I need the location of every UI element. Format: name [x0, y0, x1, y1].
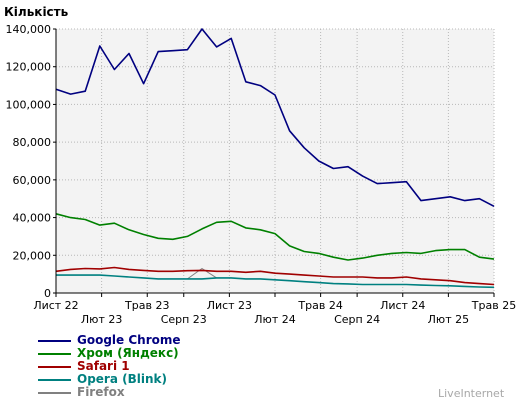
legend: Google Chrome Хром (Яндекс) Safari 1 Opera …: [38, 334, 181, 399]
legend-item: Google Chrome: [38, 334, 181, 347]
y-tick-label: 60,000: [13, 174, 52, 187]
series-line-google-chrome: [55, 28, 495, 208]
y-tick-label: 120,000: [6, 61, 52, 74]
grid: [55, 28, 495, 293]
legend-label: Safari 1: [77, 359, 130, 373]
y-tick-label: 100,000: [6, 98, 52, 111]
y-tick-label: 80,000: [13, 136, 52, 149]
x-tick-label: Лист 22: [33, 299, 78, 312]
legend-swatch: [38, 378, 71, 381]
legend-label: Хром (Яндекс): [77, 346, 179, 360]
brand-label: LiveInternet: [438, 387, 505, 400]
legend-item: Хром (Яндекс): [38, 347, 181, 360]
x-tick-label: Лют 24: [254, 313, 295, 326]
x-tick-label: Лист 23: [207, 299, 252, 312]
legend-label: Opera (Blink): [77, 372, 167, 386]
legend-swatch: [38, 391, 71, 394]
legend-item: Safari 1: [38, 360, 181, 373]
legend-label: Google Chrome: [77, 333, 181, 347]
y-axis-title: Кількість: [4, 5, 69, 19]
legend-label: Firefox: [77, 385, 125, 399]
x-tick-label: Лют 25: [428, 313, 469, 326]
legend-item: Opera (Blink): [38, 373, 181, 386]
legend-item: Firefox: [38, 386, 181, 399]
x-tick-label: Серп 24: [334, 313, 380, 326]
x-tick-label: Серп 23: [161, 313, 207, 326]
x-tick-label: Трав 23: [124, 299, 169, 312]
series-line-firefox: [187, 268, 217, 280]
x-tick-label: Трав 24: [297, 299, 342, 312]
x-tick-label: Лют 23: [81, 313, 122, 326]
legend-swatch: [38, 339, 71, 342]
y-tick-label: 40,000: [13, 212, 52, 225]
y-tick-label: 20,000: [13, 249, 52, 262]
legend-swatch: [38, 365, 71, 368]
legend-swatch: [38, 352, 71, 355]
y-tick-label: 140,000: [6, 23, 52, 36]
series-line-opera-blink: [56, 274, 495, 289]
x-tick-label: Трав 25: [471, 299, 516, 312]
series-line-safari-1: [55, 266, 495, 286]
y-tick-label: 0: [44, 287, 51, 300]
series-line-series-1: [55, 213, 495, 261]
y-tick-labels: 0 20,000 40,000 60,000 80,000 100,000 120,000 1…: [6, 23, 56, 300]
x-tick-label: Лист 24: [380, 299, 425, 312]
series-lines: [55, 28, 495, 289]
